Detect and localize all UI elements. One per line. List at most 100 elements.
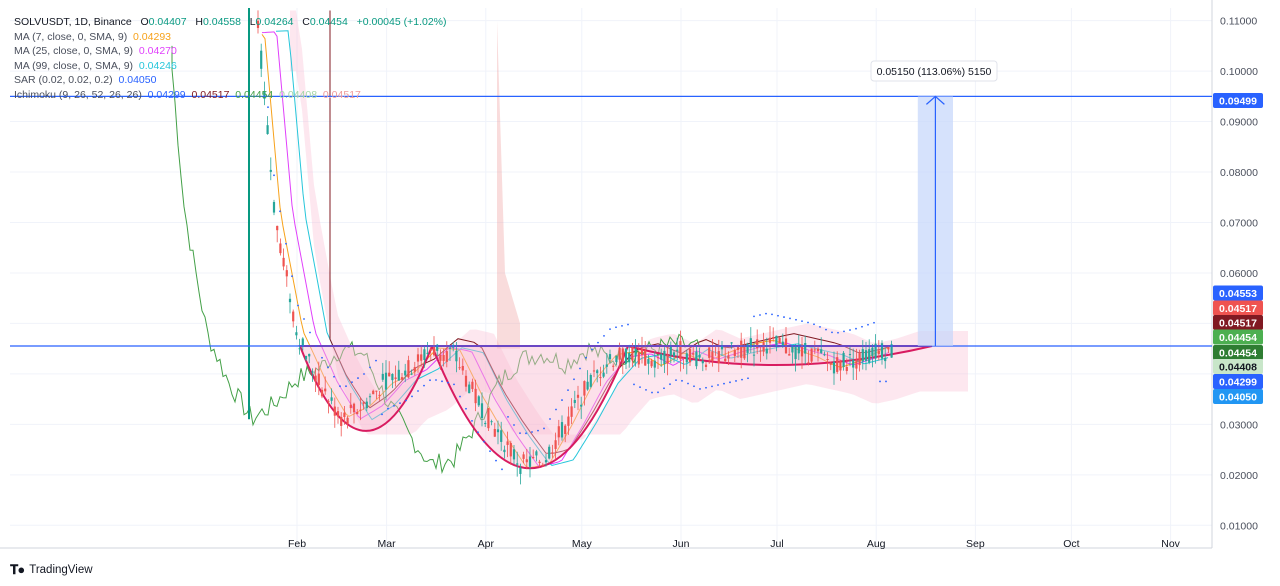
sar-dot xyxy=(705,386,707,389)
candle-body xyxy=(711,351,714,361)
sar-dot xyxy=(393,404,395,407)
ma7-row[interactable]: MA (7, close, 0, SMA, 9) 0.04293 xyxy=(14,30,447,45)
price-tag-value: 0.04517 xyxy=(1219,318,1257,330)
candle-body xyxy=(672,352,676,357)
price-tag[interactable]: 0.04408 xyxy=(1213,359,1263,374)
sar-row[interactable]: SAR (0.02, 0.02, 0.2) 0.04050 xyxy=(14,73,447,88)
sar-dot xyxy=(435,379,437,381)
candle-body xyxy=(704,364,708,368)
candle-body xyxy=(525,459,528,463)
candle-body xyxy=(304,356,308,360)
ma7-value: 0.04293 xyxy=(133,30,172,43)
price-tick-label: 0.02000 xyxy=(1220,470,1258,482)
price-tick-label: 0.03000 xyxy=(1220,419,1258,431)
candle-body xyxy=(509,442,512,457)
sar-dot xyxy=(495,459,497,462)
candle-body xyxy=(618,347,621,360)
candle-body xyxy=(679,341,682,360)
candle-body xyxy=(288,298,292,303)
candle-body xyxy=(797,346,800,354)
candle-body xyxy=(477,396,480,406)
price-tag-value: 0.04517 xyxy=(1219,303,1257,315)
price-tick-label: 0.07000 xyxy=(1220,217,1258,229)
price-tag[interactable]: 0.04517 xyxy=(1213,315,1263,330)
candle-body xyxy=(455,350,458,362)
sar-dot xyxy=(633,383,635,386)
candle-body xyxy=(682,357,685,359)
candle-body xyxy=(650,360,653,367)
candle-body xyxy=(820,349,823,353)
candle-body xyxy=(637,352,640,365)
sar-dot xyxy=(309,331,311,334)
candle-body xyxy=(448,347,452,349)
candle-body xyxy=(496,429,500,433)
price-tag-bg xyxy=(1213,359,1263,374)
price-tag[interactable]: 0.04299 xyxy=(1213,374,1263,389)
price-tag[interactable]: 0.04454 xyxy=(1213,329,1263,345)
candle-body xyxy=(404,370,407,376)
candle-body xyxy=(557,426,560,438)
ma99-label: MA (99, close, 0, SMA, 9) xyxy=(14,59,134,72)
candle-body xyxy=(484,423,487,425)
sar-dot xyxy=(711,385,713,388)
candle-body xyxy=(272,202,276,213)
sar-dot xyxy=(603,335,605,337)
sar-dot xyxy=(783,316,785,318)
time-tick-label: Feb xyxy=(288,538,306,550)
sar-dot xyxy=(813,323,815,326)
chart-grid xyxy=(0,0,1213,549)
time-tick-label: Mar xyxy=(378,538,397,550)
candle-body xyxy=(413,367,416,372)
candle-body xyxy=(884,357,887,362)
ma99-row[interactable]: MA (99, close, 0, SMA, 9) 0.04246 xyxy=(14,59,447,74)
sar-dot xyxy=(687,382,689,385)
sar-dot xyxy=(627,323,629,326)
chart-legend: SOLVUSDT, 1D, Binance O0.04407 H0.04558 … xyxy=(14,15,447,103)
candle-body xyxy=(836,357,839,372)
high-value: 0.04558 xyxy=(202,16,241,28)
price-tag[interactable]: 0.04553 xyxy=(1213,285,1263,301)
price-tag-bg xyxy=(1213,329,1263,345)
sar-dots xyxy=(267,106,887,471)
candle-body xyxy=(461,365,464,371)
measure-label[interactable]: 0.05150 (113.06%) 5150 xyxy=(870,60,998,82)
sar-dot xyxy=(441,380,443,383)
candle-body xyxy=(375,390,378,392)
sar-dot xyxy=(879,380,881,383)
candle-body xyxy=(724,358,727,362)
sar-dot xyxy=(501,468,503,471)
symbol-label[interactable]: SOLVUSDT, 1D, Binance xyxy=(14,16,132,28)
sar-label: SAR (0.02, 0.02, 0.2) xyxy=(14,74,113,87)
candle-body xyxy=(663,350,666,365)
candle-body xyxy=(394,377,397,379)
candle-body xyxy=(628,352,631,363)
ma99-value: 0.04246 xyxy=(138,59,177,72)
ma25-row[interactable]: MA (25, close, 0, SMA, 9) 0.04270 xyxy=(14,44,447,59)
kijun-line xyxy=(329,10,891,454)
sar-dot xyxy=(597,341,599,344)
candle-body xyxy=(330,397,333,401)
sar-dot xyxy=(843,330,845,333)
sar-dot xyxy=(417,390,419,392)
high-label: H xyxy=(195,16,203,28)
price-tag[interactable]: 0.04454 xyxy=(1213,345,1263,360)
candle-body xyxy=(378,394,381,396)
price-tag[interactable]: 0.04517 xyxy=(1213,300,1263,316)
ichimoku-row[interactable]: Ichimoku (9, 26, 52, 26, 26) 0.04299 0.0… xyxy=(14,88,447,103)
sar-dot xyxy=(561,399,563,401)
candle-body xyxy=(407,360,410,378)
candle-body xyxy=(266,125,269,135)
candle-body xyxy=(640,349,644,355)
price-tag[interactable]: 0.09499 xyxy=(1213,93,1263,108)
candle-body xyxy=(810,348,813,362)
measure-arrowhead xyxy=(926,95,945,105)
price-tag[interactable]: 0.04050 xyxy=(1213,389,1263,404)
sar-dot xyxy=(447,381,449,384)
sar-dot xyxy=(513,424,515,426)
brand-name: TradingView xyxy=(29,564,93,576)
price-tick-label: 0.08000 xyxy=(1220,167,1258,179)
tradingview-logo[interactable]: 𝐓● TradingView xyxy=(10,562,93,578)
sar-dot xyxy=(363,373,365,375)
candle-body xyxy=(621,348,624,362)
